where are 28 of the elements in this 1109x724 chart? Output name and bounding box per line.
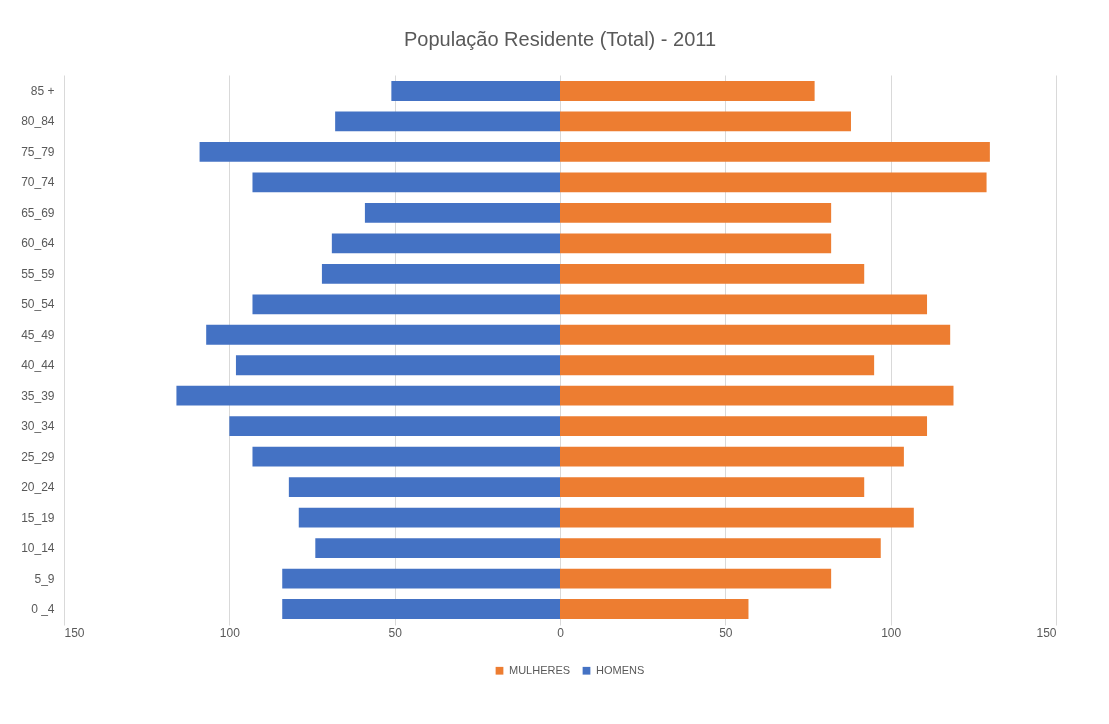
y-tick-label: 15_19	[21, 510, 55, 525]
y-tick-label: 65_69	[21, 205, 55, 220]
y-tick-label: 80_84	[21, 114, 55, 129]
y-tick-label: 45_49	[21, 327, 55, 342]
y-tick-label: 25_29	[21, 449, 55, 464]
x-tick-label: 150	[64, 625, 85, 640]
y-tick-label: 55_59	[21, 266, 55, 281]
legend-label: HOMENS	[596, 663, 645, 676]
x-tick-label: 100	[219, 625, 241, 640]
x-tick-label: 100	[881, 625, 902, 640]
y-tick-label: 35_39	[21, 388, 55, 403]
chart-title: População Residente (Total) - 2011	[403, 28, 717, 50]
y-tick-label: 20_24	[21, 480, 55, 495]
x-tick-label: 50	[388, 625, 403, 640]
x-tick-label: 0	[557, 625, 565, 640]
y-tick-label: 40_44	[21, 358, 55, 373]
x-tick-label: 50	[719, 625, 733, 640]
y-tick-label: 10_14	[21, 541, 55, 556]
y-tick-label: 30_34	[21, 419, 55, 434]
y-tick-label: 50_54	[21, 297, 55, 312]
y-tick-label: 60_64	[21, 236, 55, 251]
y-tick-label: 70_74	[21, 175, 55, 190]
legend-label: MULHERES	[509, 663, 571, 676]
y-tick-label: 5_9	[34, 571, 55, 586]
y-tick-label: 75_79	[21, 144, 55, 159]
y-tick-label: 0 _4	[31, 602, 55, 616]
y-tick-label: 85 +	[30, 84, 55, 98]
x-tick-label: 150	[1036, 625, 1057, 640]
